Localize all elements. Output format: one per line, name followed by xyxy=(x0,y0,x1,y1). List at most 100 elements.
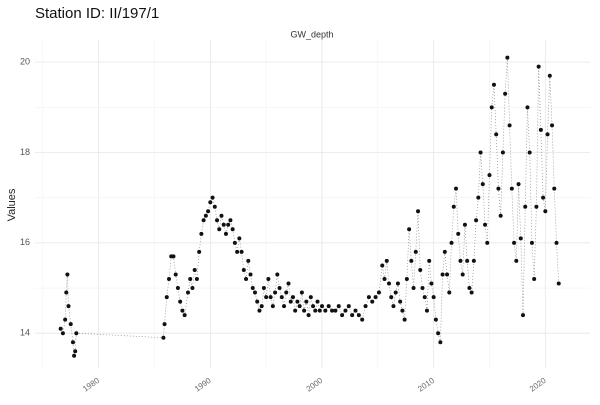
data-point xyxy=(336,304,341,309)
data-point xyxy=(409,258,414,263)
data-point xyxy=(534,204,539,209)
data-point xyxy=(230,227,235,232)
data-point xyxy=(284,290,289,295)
data-point xyxy=(219,213,224,218)
data-point xyxy=(465,258,470,263)
data-point xyxy=(217,227,222,232)
data-point xyxy=(543,209,548,214)
data-point xyxy=(311,304,316,309)
y-axis-label: Values xyxy=(6,188,18,221)
data-point xyxy=(317,308,322,313)
y-tick-label: 18 xyxy=(20,147,30,157)
data-point xyxy=(476,195,481,200)
data-point xyxy=(451,204,456,209)
data-point xyxy=(556,281,561,286)
data-point xyxy=(366,295,371,300)
data-point xyxy=(418,267,423,272)
data-point xyxy=(391,304,396,309)
data-point xyxy=(398,299,403,304)
data-point xyxy=(306,313,311,318)
data-point xyxy=(212,204,217,209)
data-point xyxy=(433,317,438,322)
data-point xyxy=(178,299,183,304)
data-point xyxy=(353,308,358,313)
data-point xyxy=(65,272,70,277)
data-point xyxy=(239,249,244,254)
data-point xyxy=(293,308,298,313)
data-point xyxy=(73,349,78,354)
y-tick-label: 14 xyxy=(20,328,30,338)
data-point xyxy=(319,304,324,309)
data-point xyxy=(487,173,492,178)
data-point xyxy=(323,308,328,313)
data-point xyxy=(232,240,237,245)
data-point xyxy=(264,295,269,300)
data-point xyxy=(393,290,398,295)
data-point xyxy=(237,236,242,241)
panel-label: GW_depth xyxy=(290,29,333,39)
data-point xyxy=(295,299,300,304)
data-point xyxy=(518,236,523,241)
data-point xyxy=(266,276,271,281)
data-point xyxy=(333,308,338,313)
data-point xyxy=(380,263,385,268)
data-point xyxy=(520,313,525,318)
data-point xyxy=(68,322,73,327)
data-point xyxy=(436,331,441,336)
data-point xyxy=(500,150,505,155)
data-point xyxy=(288,299,293,304)
data-point xyxy=(315,299,320,304)
data-point xyxy=(438,340,443,345)
data-point xyxy=(541,195,546,200)
data-point xyxy=(340,313,345,318)
data-point xyxy=(206,209,211,214)
data-point xyxy=(346,304,351,309)
data-point xyxy=(302,308,307,313)
data-point xyxy=(485,240,490,245)
data-point xyxy=(527,150,532,155)
data-point xyxy=(376,290,381,295)
data-point xyxy=(458,258,463,263)
data-point xyxy=(505,55,510,60)
data-point xyxy=(478,150,483,155)
data-point xyxy=(516,182,521,187)
data-point xyxy=(277,286,282,291)
data-point xyxy=(180,308,185,313)
data-point xyxy=(210,195,215,200)
data-point xyxy=(250,286,255,291)
data-point xyxy=(185,290,190,295)
data-point xyxy=(512,240,517,245)
data-point xyxy=(545,132,550,137)
data-point xyxy=(471,258,476,263)
data-point xyxy=(447,290,452,295)
data-point xyxy=(286,281,291,286)
data-point xyxy=(514,258,519,263)
data-point xyxy=(442,249,447,254)
data-point xyxy=(552,186,557,191)
data-point xyxy=(494,132,499,137)
data-point xyxy=(413,249,418,254)
data-point xyxy=(356,313,361,318)
data-point xyxy=(167,276,172,281)
data-point xyxy=(373,295,378,300)
y-tick-label: 20 xyxy=(20,57,30,67)
data-point xyxy=(244,276,249,281)
data-point xyxy=(63,317,68,322)
data-point xyxy=(384,258,389,263)
data-point xyxy=(194,276,199,281)
data-point xyxy=(255,299,260,304)
data-point xyxy=(456,231,461,236)
data-point xyxy=(257,308,262,313)
data-point xyxy=(215,218,220,223)
data-point xyxy=(226,222,231,227)
data-point xyxy=(525,105,530,110)
data-point xyxy=(498,213,503,218)
data-point xyxy=(201,218,206,223)
data-point xyxy=(171,254,176,259)
data-point xyxy=(182,313,187,318)
data-point xyxy=(270,304,275,309)
data-point xyxy=(400,308,405,313)
data-point xyxy=(402,317,407,322)
data-point xyxy=(304,299,309,304)
